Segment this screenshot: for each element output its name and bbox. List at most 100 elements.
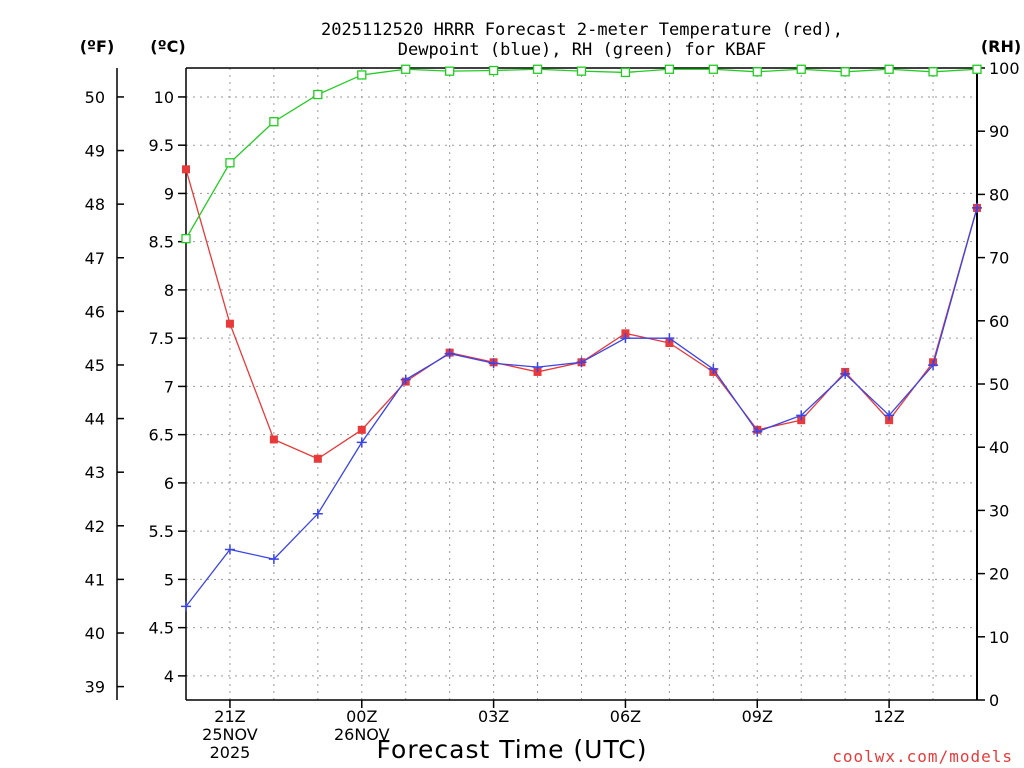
celsius-tick-label: 6.5: [149, 426, 174, 445]
celsius-tick-label: 9.5: [149, 136, 174, 155]
x-tick-label: 21Z: [214, 707, 245, 726]
data-point-dewpoint: [840, 368, 851, 379]
data-point-rh: [664, 64, 675, 74]
rh-unit-label: (RH): [981, 37, 1021, 56]
celsius-unit-label: (ºC): [150, 37, 185, 56]
data-point-dewpoint: [796, 410, 807, 421]
x-tick-label: 25NOV: [202, 725, 258, 744]
data-point-dewpoint: [928, 360, 939, 371]
fahrenheit-tick-label: 48: [85, 195, 105, 214]
data-point-rh: [313, 89, 323, 100]
data-point-rh: [972, 64, 982, 74]
fahrenheit-tick-label: 43: [85, 463, 105, 482]
fahrenheit-tick-label: 41: [85, 570, 105, 589]
x-tick-label: 2025: [210, 743, 251, 762]
data-point-dewpoint: [488, 358, 499, 369]
data-point-rh: [401, 64, 411, 74]
data-point-rh: [445, 66, 455, 76]
data-point-rh: [708, 64, 718, 74]
fahrenheit-tick-label: 50: [85, 88, 105, 107]
rh-tick-label: 100: [989, 59, 1020, 78]
data-point-dewpoint: [444, 348, 455, 359]
x-tick-label: 00Z: [346, 707, 377, 726]
celsius-tick-label: 5.5: [149, 522, 174, 541]
data-point-rh: [928, 67, 938, 77]
chart-title-line-2: Dewpoint (blue), RH (green) for KBAF: [398, 40, 766, 60]
grid-lines: [186, 68, 977, 700]
data-point-temperature: [225, 319, 234, 328]
rh-tick-label: 70: [989, 249, 1009, 268]
rh-tick-label: 30: [989, 501, 1009, 520]
rh-tick-label: 50: [989, 375, 1009, 394]
data-point-rh: [576, 66, 587, 76]
data-point-dewpoint: [356, 437, 367, 448]
data-point-dewpoint: [181, 601, 191, 612]
celsius-tick-label: 9: [164, 184, 174, 203]
x-tick-label: 09Z: [742, 707, 773, 726]
celsius-tick-label: 7: [164, 377, 174, 396]
celsius-tick-label: 4: [164, 667, 174, 686]
fahrenheit-unit-label: (ºF): [80, 37, 115, 56]
data-series: [181, 64, 982, 612]
data-point-dewpoint: [532, 362, 543, 373]
data-point-temperature: [357, 425, 366, 434]
chart-title-line-1: 2025112520 HRRR Forecast 2-meter Tempera…: [321, 20, 843, 40]
fahrenheit-tick-label: 45: [85, 356, 105, 375]
series-dewpoint: [181, 202, 982, 612]
x-axis-label: Forecast Time (UTC): [377, 735, 648, 764]
data-point-rh: [532, 64, 543, 74]
celsius-tick-label: 8.5: [149, 233, 174, 252]
data-point-rh: [884, 64, 894, 74]
rh-tick-label: 60: [989, 312, 1009, 331]
data-point-rh: [488, 65, 499, 76]
x-tick-label: 26NOV: [334, 725, 390, 744]
data-point-dewpoint: [708, 364, 719, 375]
series-rh: [181, 64, 982, 244]
data-point-dewpoint: [620, 333, 631, 344]
data-point-rh: [840, 67, 850, 77]
data-point-rh: [225, 158, 235, 168]
data-point-dewpoint: [972, 202, 982, 213]
rh-tick-label: 90: [989, 122, 1009, 141]
rh-tick-label: 20: [989, 565, 1009, 584]
rh-tick-label: 0: [989, 691, 999, 710]
data-point-dewpoint: [664, 333, 675, 344]
celsius-tick-label: 4.5: [149, 619, 174, 638]
data-point-dewpoint: [752, 426, 763, 437]
series-line-dewpoint: [185, 207, 978, 607]
fahrenheit-tick-label: 49: [85, 142, 105, 161]
celsius-tick-label: 6: [164, 474, 174, 493]
data-point-temperature: [182, 165, 190, 174]
fahrenheit-tick-label: 42: [85, 517, 105, 536]
axes: [116, 67, 985, 708]
data-point-rh: [752, 67, 762, 77]
data-point-rh: [181, 233, 191, 244]
data-point-rh: [269, 117, 279, 127]
fahrenheit-tick-label: 46: [85, 302, 105, 321]
tick-labels: 39 40 41 42 43 44 45 46 47 48 49 50 4 4.5 5 5.5 6 6.5 7 7.5…: [85, 59, 1020, 762]
rh-tick-label: 80: [989, 185, 1009, 204]
data-point-dewpoint: [400, 374, 411, 385]
rh-tick-label: 10: [989, 628, 1009, 647]
data-point-rh: [620, 67, 631, 78]
fahrenheit-tick-label: 40: [85, 624, 105, 643]
x-tick-label: 06Z: [610, 707, 641, 726]
fahrenheit-tick-label: 47: [85, 249, 105, 268]
rh-tick-label: 40: [989, 438, 1009, 457]
data-point-temperature: [313, 454, 322, 463]
data-point-dewpoint: [884, 410, 895, 421]
data-point-dewpoint: [576, 357, 587, 368]
x-tick-label: 12Z: [873, 707, 904, 726]
celsius-tick-label: 5: [164, 570, 174, 589]
site-credit: coolwx.com/models: [832, 747, 1013, 766]
data-point-dewpoint: [268, 554, 279, 565]
celsius-tick-label: 7.5: [149, 329, 174, 348]
data-point-dewpoint: [312, 508, 323, 519]
data-point-temperature: [269, 435, 278, 444]
fahrenheit-tick-label: 44: [85, 410, 105, 429]
data-point-rh: [796, 64, 806, 74]
x-tick-label: 03Z: [478, 707, 509, 726]
fahrenheit-tick-label: 39: [85, 678, 105, 697]
celsius-tick-label: 10: [154, 88, 174, 107]
